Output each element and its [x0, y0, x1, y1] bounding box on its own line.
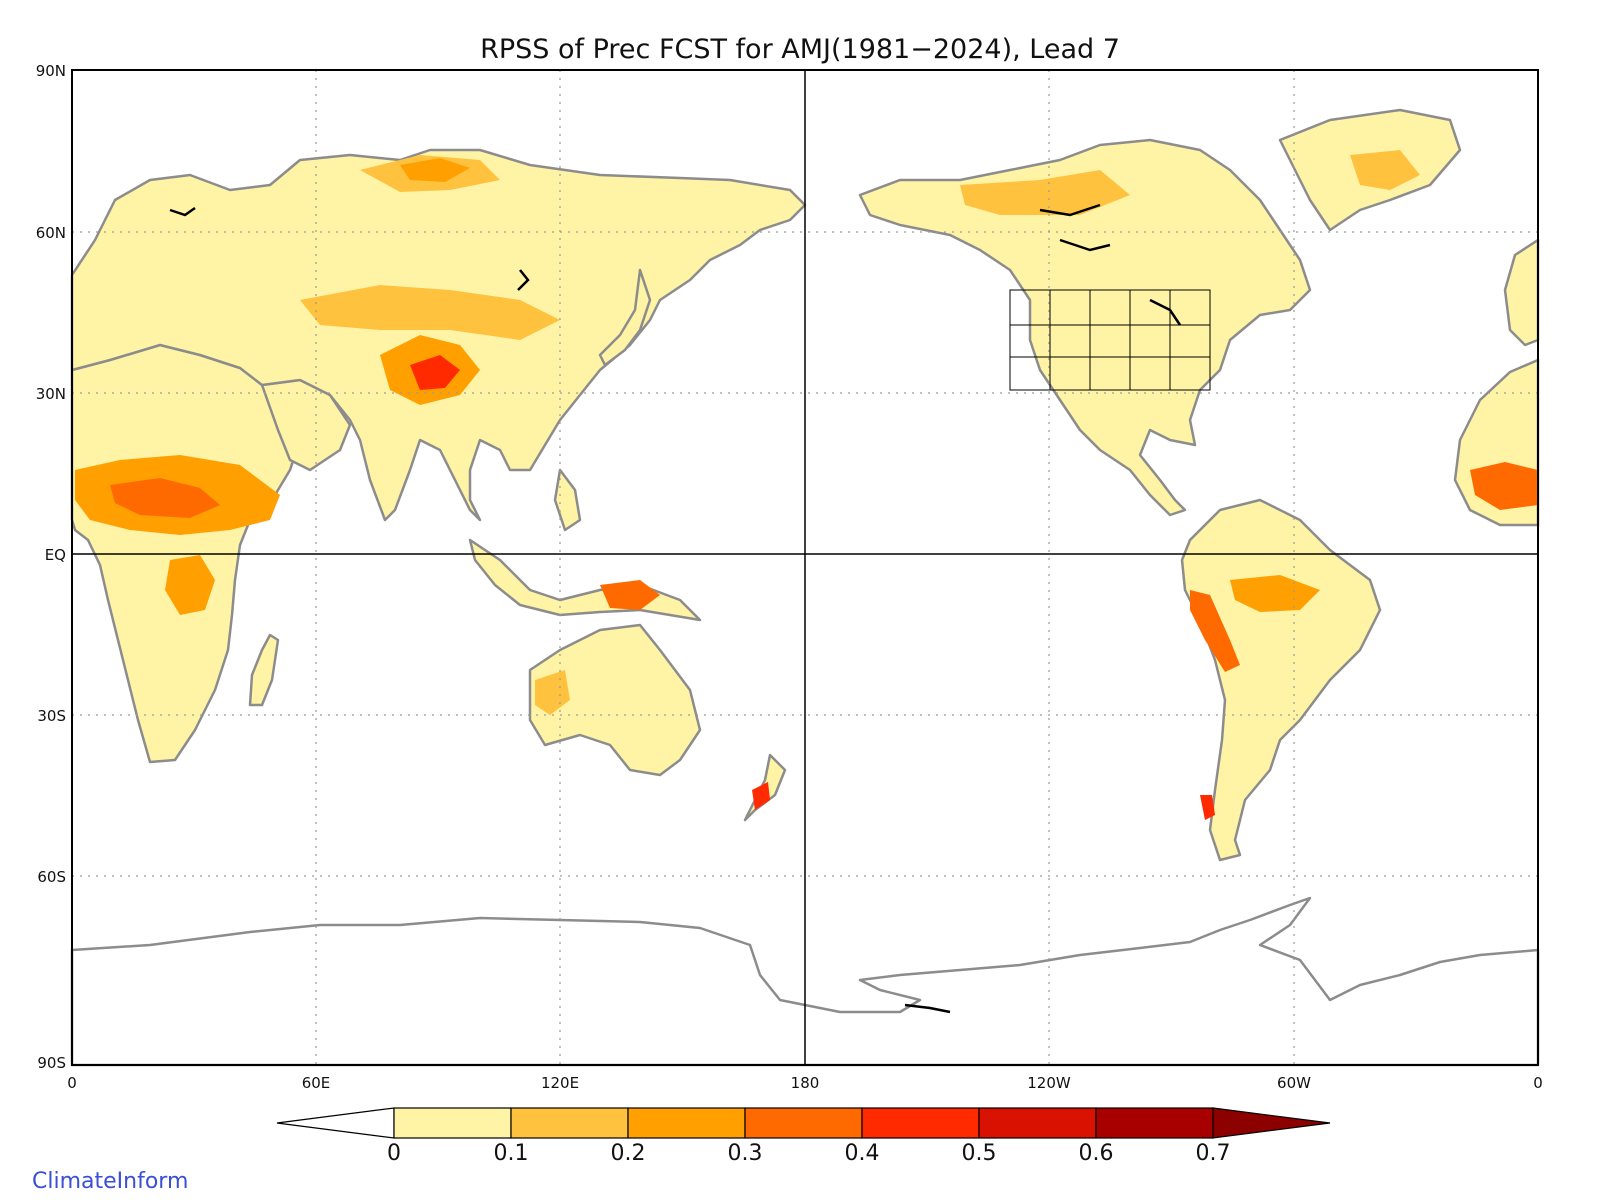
eurasia	[70, 148, 807, 522]
hotspot-nz	[752, 782, 770, 810]
colorbar-label: 0.1	[494, 1141, 529, 1166]
hotspot-tibet-core	[410, 355, 460, 390]
colorbar-segment	[744, 1107, 863, 1139]
skill-hotspots	[75, 150, 1538, 820]
y-tick-label: 90S	[37, 1054, 66, 1072]
hotspot-w-australia	[535, 670, 570, 715]
y-tick-label: 30S	[37, 707, 66, 725]
colorbar-segment	[861, 1107, 980, 1139]
latitude-labels: 90N 60N 30N EQ 30S 60S 90S	[36, 62, 66, 1072]
colorbar-segment	[393, 1107, 512, 1139]
colorbar-segment	[627, 1107, 746, 1139]
hotspot-brazil	[1230, 575, 1320, 612]
gridlines	[72, 70, 1538, 1065]
us-state-borders	[1009, 289, 1211, 391]
australia	[528, 623, 702, 777]
hotspot-canada	[960, 170, 1130, 215]
colorbar: 0 0.1 0.2 0.3 0.4 0.5 0.6 0.7	[276, 1107, 1331, 1166]
colorbar-segment	[978, 1107, 1097, 1139]
colorbar-segment	[1095, 1107, 1214, 1139]
x-tick-label: 120W	[1027, 1074, 1071, 1092]
colorbar-label: 0.7	[1196, 1141, 1231, 1166]
x-tick-label: 120E	[541, 1074, 579, 1092]
lakes-layer	[169, 203, 1182, 1014]
longitude-labels: 0 60E 120E 180 120W 60W 0	[67, 1074, 1543, 1092]
x-tick-label: 0	[1533, 1074, 1543, 1092]
land-layer	[70, 108, 1540, 1067]
map-title: RPSS of Prec FCST for AMJ(1981−2024), Le…	[480, 34, 1120, 65]
hotspot-east-africa	[165, 555, 215, 615]
hotspot-sahel-core	[110, 478, 220, 518]
madagascar	[248, 633, 280, 707]
colorbar-label: 0.4	[845, 1141, 880, 1166]
x-tick-label: 180	[791, 1074, 820, 1092]
colorbar-label: 0.3	[728, 1141, 763, 1166]
colorbar-min-arrow	[276, 1107, 395, 1139]
hotspot-siberia-core	[400, 158, 470, 182]
philippines	[553, 468, 582, 532]
lake-feature	[1039, 203, 1101, 217]
lake-feature	[904, 1003, 951, 1014]
colorbar-max-arrow	[1212, 1107, 1331, 1139]
y-tick-label: 60N	[36, 224, 66, 242]
map-frame	[71, 69, 1539, 1066]
north-america	[858, 138, 1312, 517]
colorbar-label: 0.5	[962, 1141, 997, 1166]
y-tick-label: EQ	[45, 546, 66, 564]
lake-feature	[517, 269, 530, 291]
x-tick-label: 60W	[1277, 1074, 1311, 1092]
y-tick-label: 30N	[36, 385, 66, 403]
antarctica	[70, 896, 1540, 1067]
us-borders-box	[1009, 289, 1211, 391]
japan	[598, 268, 652, 367]
x-tick-label: 0	[67, 1074, 77, 1092]
colorbar-label: 0	[387, 1141, 401, 1166]
y-tick-label: 90N	[36, 62, 66, 80]
hotspot-patagonia	[1200, 795, 1215, 820]
x-tick-label: 60E	[302, 1074, 331, 1092]
colorbar-label: 0.2	[611, 1141, 646, 1166]
lake-feature	[169, 206, 196, 217]
lake-feature	[1059, 238, 1111, 252]
hotspot-greenland	[1350, 150, 1420, 190]
credit-text: ClimateInform	[32, 1169, 188, 1194]
hotspot-indonesia	[600, 580, 660, 610]
hotspot-andes	[1190, 590, 1240, 672]
colorbar-segment	[510, 1107, 629, 1139]
hotspot-w-africa-edge	[1470, 462, 1538, 510]
south-america	[1180, 498, 1382, 862]
hotspot-central-asia	[300, 285, 560, 340]
y-tick-label: 60S	[37, 868, 66, 886]
colorbar-label: 0.6	[1079, 1141, 1114, 1166]
